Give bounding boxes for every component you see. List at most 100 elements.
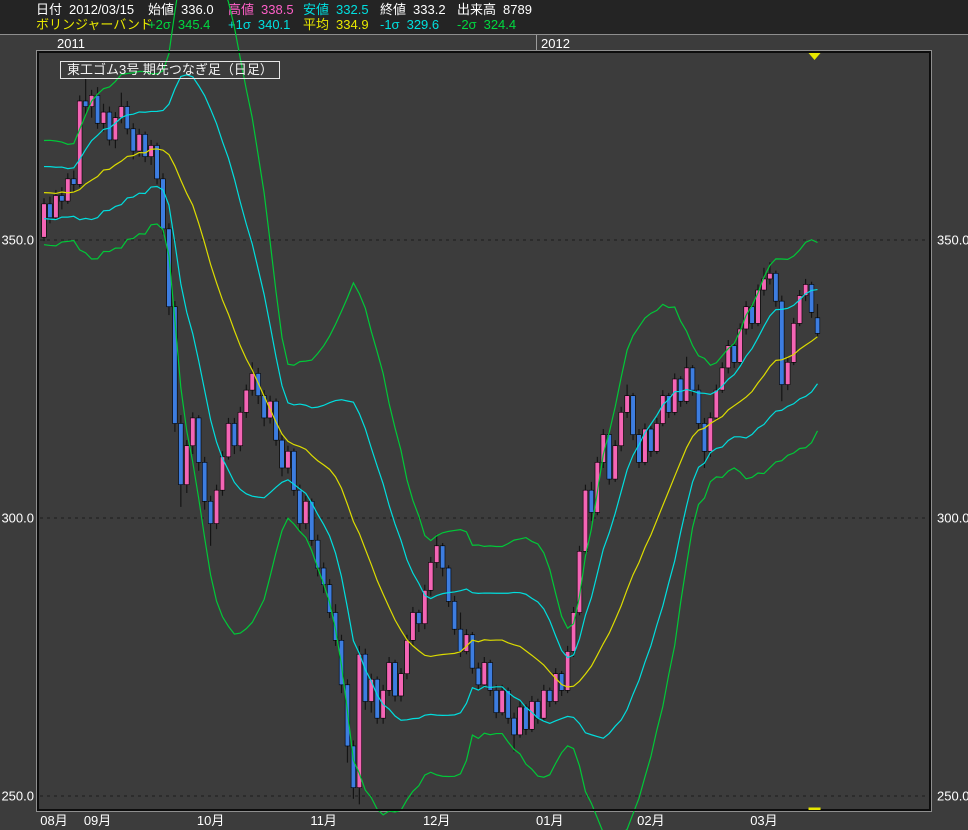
plot-frame (37, 51, 931, 811)
quote-field: 高値 338.5 (228, 3, 294, 17)
candle-body-down (440, 545, 446, 569)
candle-body-up (660, 395, 666, 424)
candle-body-up (428, 562, 434, 591)
quote-field: 出来高 8789 (457, 3, 532, 17)
candle-body-down (47, 203, 53, 219)
candle-body-down (701, 423, 708, 452)
indicator-field: +2σ 345.4 (148, 18, 210, 32)
candle-body-down (124, 106, 130, 130)
x-axis-month-label: 10月 (197, 813, 224, 828)
candle-body-up (112, 117, 118, 141)
candle-body-down (130, 128, 136, 152)
y-axis-label-left: 250.0 (1, 789, 34, 804)
indicator-label: 平均 (303, 17, 330, 32)
candle-body-down (678, 378, 684, 402)
band-minus1sigma-line (43, 185, 818, 739)
quote-value: 2012/03/15 (69, 2, 135, 17)
candle-body-up (77, 100, 83, 185)
candle-body-down (773, 273, 779, 302)
candle-body-up (53, 195, 59, 219)
candle-body-up (463, 634, 470, 652)
candle-body-down (160, 178, 166, 230)
x-axis-month-label: 11月 (310, 813, 337, 828)
candle-body-up (136, 134, 142, 152)
candle-body-up (618, 412, 624, 447)
candle-body-up (225, 423, 232, 458)
quote-label: 終値 (380, 2, 407, 17)
quote-header: 日付 2012/03/15 始値 336.0 高値 338.5 安値 332.5 終値 333.2… (0, 0, 968, 34)
candle-body-down (505, 690, 511, 719)
band-minus2sigma-line (43, 223, 819, 830)
candle-body-down (392, 662, 398, 697)
candle-body-down (279, 439, 285, 469)
candle-body-down (83, 100, 89, 107)
year-divider-line (536, 35, 537, 52)
year-band: 2011 2012 (0, 35, 968, 52)
quote-value: 8789 (503, 2, 532, 17)
candle-body-down (547, 690, 553, 702)
candle-body-down (487, 662, 493, 691)
candle-body-down (511, 717, 517, 736)
candle-body-up (529, 701, 535, 730)
quote-field: 終値 333.2 (380, 3, 446, 17)
candle-body-up (672, 378, 678, 413)
candle-body-up (422, 589, 428, 624)
candle-body-down (374, 678, 380, 719)
candle-body-up (303, 501, 309, 524)
candle-body-up (791, 323, 797, 363)
band-plus1sigma-line (43, 74, 818, 659)
candle-body-down (362, 653, 368, 702)
x-axis-month-label: 09月 (84, 813, 111, 828)
candle-body-down (416, 612, 422, 624)
y-axis-label-left: 350.0 (1, 233, 34, 248)
indicator-value: 334.9 (336, 17, 369, 32)
candle-body-up (541, 690, 547, 719)
candle-body-up (802, 284, 809, 296)
candle-body-up (785, 362, 791, 385)
candle-body-down (695, 389, 702, 424)
candle-body-up (213, 489, 220, 524)
x-axis-month-label: 02月 (637, 813, 664, 828)
quote-label: 出来高 (457, 2, 497, 17)
candle-body-down (469, 634, 476, 669)
candle-body-down (202, 462, 208, 502)
candle-body-up (725, 345, 731, 369)
candle-body-up (356, 653, 362, 788)
candle-body-down (457, 628, 464, 652)
candle-body-up (386, 662, 392, 691)
candle-body-up (594, 462, 600, 513)
candle-body-down (588, 489, 594, 513)
candle-body-down (666, 395, 672, 413)
candle-body-up (148, 145, 154, 157)
candle-body-up (737, 328, 743, 363)
candle-body-up (600, 434, 606, 463)
candle-body-down (231, 423, 238, 447)
candle-body-down (535, 701, 541, 719)
indicator-field: -1σ 329.6 (380, 18, 439, 32)
candle-body-down (297, 489, 303, 524)
indicator-value: 345.4 (177, 17, 211, 32)
band-mean-line (43, 148, 818, 688)
plot-bevel (36, 50, 932, 812)
candle-body-down (445, 567, 452, 602)
candle-body-up (434, 545, 440, 563)
candle-body-up (249, 373, 255, 391)
y-axis-label-right: 250.0 (937, 789, 968, 804)
candle-body-down (689, 367, 696, 391)
y-axis-label-left: 300.0 (1, 511, 34, 526)
candle-body-up (499, 690, 505, 713)
x-axis-month-label: 08月 (40, 813, 67, 828)
candle-body-up (767, 273, 773, 280)
candle-body-down (321, 567, 327, 586)
candle-body-up (41, 203, 47, 238)
candle-body-up (243, 389, 249, 413)
candle-body-down (172, 306, 178, 424)
quote-value: 332.5 (336, 2, 369, 17)
candle-body-down (808, 284, 815, 313)
candle-body-up (237, 412, 243, 447)
candle-body-up (65, 178, 71, 202)
indicator-value: 329.6 (406, 17, 440, 32)
candle-body-down (648, 428, 654, 452)
candle-body-down (779, 300, 785, 385)
candle-body-down (178, 423, 184, 485)
